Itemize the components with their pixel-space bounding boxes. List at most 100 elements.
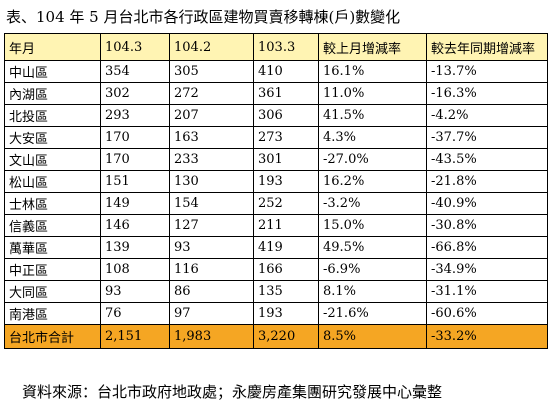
value-cell: 301 (253, 148, 319, 171)
table-row: 文山區 170 233 301 -27.0% -43.5% (4, 148, 548, 171)
table-row: 大同區 93 86 135 8.1% -31.1% (4, 280, 548, 303)
table-title: 表、104 年 5 月台北市各行政區建物買賣移轉棟(戶)數變化 (6, 8, 401, 26)
value-cell: -33.2% (426, 324, 548, 349)
district-cell: 中正區 (4, 258, 101, 281)
value-cell: -31.1% (426, 280, 548, 303)
value-cell: -37.7% (426, 126, 548, 149)
value-cell: 2,151 (100, 324, 170, 349)
value-cell: -3.2% (318, 192, 427, 215)
header-cell: 104.3 (100, 33, 170, 61)
value-cell: 419 (253, 236, 319, 259)
value-cell: 93 (169, 236, 254, 259)
value-cell: 272 (169, 82, 254, 105)
district-cell: 中山區 (4, 60, 101, 83)
district-cell: 南港區 (4, 302, 101, 325)
district-cell: 台北市合計 (4, 324, 101, 349)
value-cell: -40.9% (426, 192, 548, 215)
value-cell: -27.0% (318, 148, 427, 171)
header-cell: 年月 (4, 33, 101, 61)
table-row: 大安區 170 163 273 4.3% -37.7% (4, 126, 548, 149)
value-cell: 170 (100, 148, 170, 171)
value-cell: 86 (169, 280, 254, 303)
value-cell: 149 (100, 192, 170, 215)
table-row: 內湖區 302 272 361 11.0% -16.3% (4, 82, 548, 105)
value-cell: 4.3% (318, 126, 427, 149)
value-cell: 170 (100, 126, 170, 149)
value-cell: 97 (169, 302, 254, 325)
district-cell: 信義區 (4, 214, 101, 237)
value-cell: 306 (253, 104, 319, 127)
value-cell: 49.5% (318, 236, 427, 259)
value-cell: 41.5% (318, 104, 427, 127)
value-cell: 8.1% (318, 280, 427, 303)
header-row: 年月 104.3 104.2 103.3 較上月增減率 較去年同期增減率 (4, 33, 548, 61)
value-cell: 166 (253, 258, 319, 281)
value-cell: -21.6% (318, 302, 427, 325)
value-cell: 135 (253, 280, 319, 303)
value-cell: 15.0% (318, 214, 427, 237)
value-cell: -43.5% (426, 148, 548, 171)
district-cell: 松山區 (4, 170, 101, 193)
value-cell: 93 (100, 280, 170, 303)
value-cell: 193 (253, 302, 319, 325)
table-row: 信義區 146 127 211 15.0% -30.8% (4, 214, 548, 237)
district-cell: 大同區 (4, 280, 101, 303)
total-row: 台北市合計 2,151 1,983 3,220 8.5% -33.2% (4, 324, 548, 349)
value-cell: -30.8% (426, 214, 548, 237)
table-row: 北投區 293 207 306 41.5% -4.2% (4, 104, 548, 127)
value-cell: 410 (253, 60, 319, 83)
value-cell: 130 (169, 170, 254, 193)
value-cell: -4.2% (426, 104, 548, 127)
value-cell: 193 (253, 170, 319, 193)
district-cell: 萬華區 (4, 236, 101, 259)
district-cell: 內湖區 (4, 82, 101, 105)
district-cell: 大安區 (4, 126, 101, 149)
value-cell: 1,983 (169, 324, 254, 349)
table-row: 士林區 149 154 252 -3.2% -40.9% (4, 192, 548, 215)
value-cell: 293 (100, 104, 170, 127)
value-cell: -16.3% (426, 82, 548, 105)
district-cell: 北投區 (4, 104, 101, 127)
value-cell: 3,220 (253, 324, 319, 349)
value-cell: -6.9% (318, 258, 427, 281)
value-cell: 233 (169, 148, 254, 171)
value-cell: -34.9% (426, 258, 548, 281)
value-cell: 116 (169, 258, 254, 281)
district-cell: 士林區 (4, 192, 101, 215)
value-cell: 8.5% (318, 324, 427, 349)
value-cell: 146 (100, 214, 170, 237)
value-cell: -60.6% (426, 302, 548, 325)
data-table: 年月 104.3 104.2 103.3 較上月增減率 較去年同期增減率 中山區… (4, 33, 548, 349)
table-row: 中山區 354 305 410 16.1% -13.7% (4, 60, 548, 83)
value-cell: -21.8% (426, 170, 548, 193)
value-cell: 16.1% (318, 60, 427, 83)
value-cell: -66.8% (426, 236, 548, 259)
value-cell: 207 (169, 104, 254, 127)
header-cell: 104.2 (169, 33, 254, 61)
value-cell: 211 (253, 214, 319, 237)
value-cell: 154 (169, 192, 254, 215)
table-row: 中正區 108 116 166 -6.9% -34.9% (4, 258, 548, 281)
value-cell: 163 (169, 126, 254, 149)
header-cell: 較去年同期增減率 (426, 33, 548, 61)
value-cell: 305 (169, 60, 254, 83)
table-row: 松山區 151 130 193 16.2% -21.8% (4, 170, 548, 193)
value-cell: 151 (100, 170, 170, 193)
value-cell: 11.0% (318, 82, 427, 105)
value-cell: 361 (253, 82, 319, 105)
value-cell: 76 (100, 302, 170, 325)
table-body: 年月 104.3 104.2 103.3 較上月增減率 較去年同期增減率 中山區… (4, 33, 548, 349)
value-cell: 354 (100, 60, 170, 83)
value-cell: 108 (100, 258, 170, 281)
value-cell: 16.2% (318, 170, 427, 193)
source-note: 資料來源：台北市政府地政處；永慶房產集團研究發展中心彙整 (22, 383, 443, 401)
value-cell: 127 (169, 214, 254, 237)
district-cell: 文山區 (4, 148, 101, 171)
value-cell: 273 (253, 126, 319, 149)
header-cell: 103.3 (253, 33, 319, 61)
value-cell: 302 (100, 82, 170, 105)
value-cell: -13.7% (426, 60, 548, 83)
header-cell: 較上月增減率 (318, 33, 427, 61)
table-row: 萬華區 139 93 419 49.5% -66.8% (4, 236, 548, 259)
